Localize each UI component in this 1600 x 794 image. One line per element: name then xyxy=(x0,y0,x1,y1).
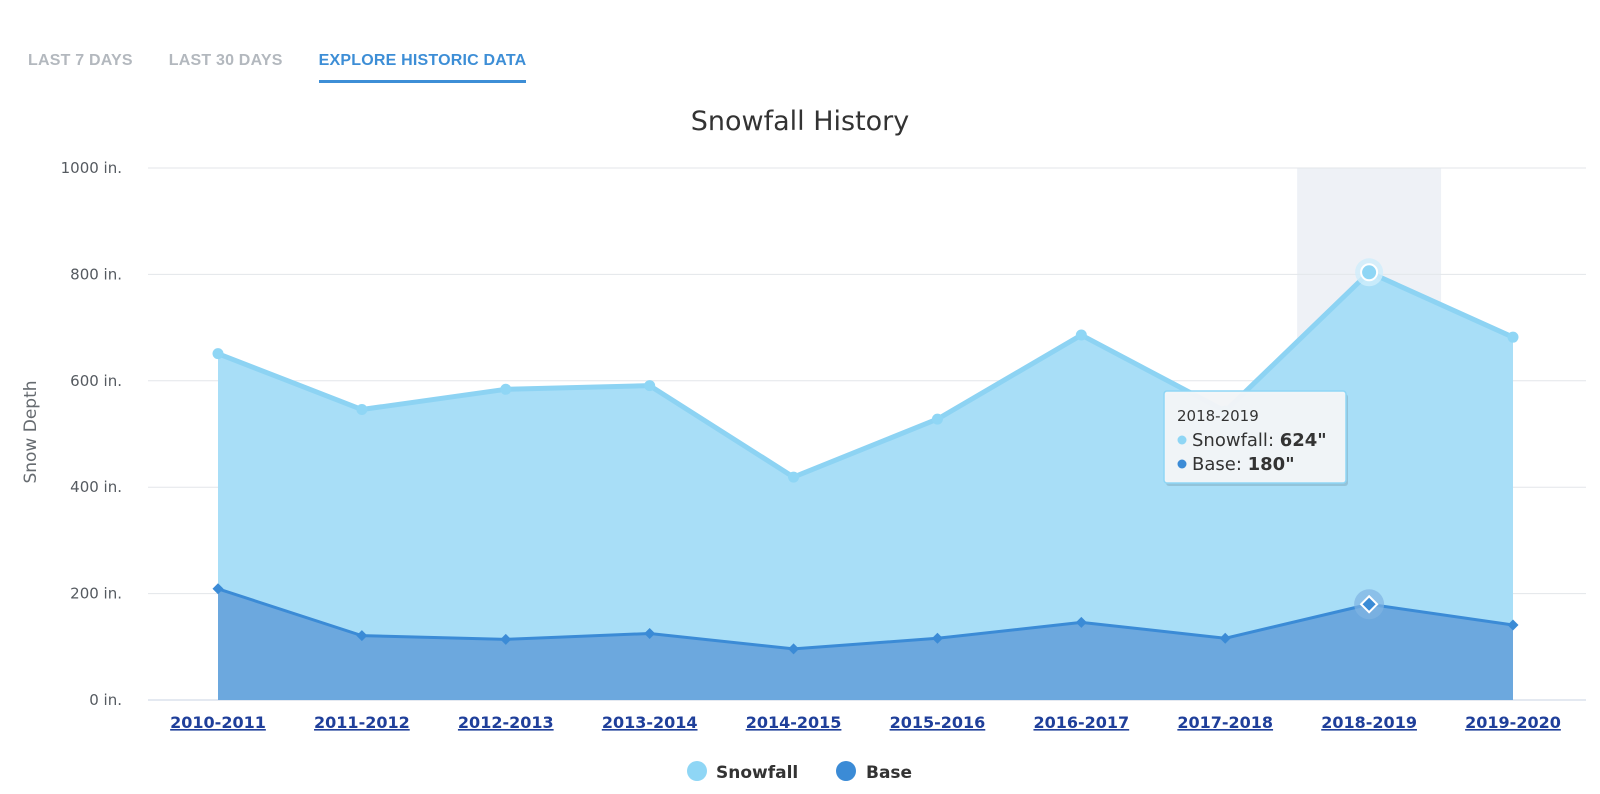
tab-last-30-days[interactable]: LAST 30 DAYS xyxy=(168,52,283,69)
tooltip-row: Base: 180" xyxy=(1192,454,1295,475)
y-tick-label: 0 in. xyxy=(89,691,122,709)
legend-item-snowfall[interactable]: Snowfall xyxy=(687,761,798,783)
tooltip-row: Snowfall: 624" xyxy=(1192,430,1327,451)
base-point[interactable] xyxy=(212,583,224,595)
x-tick-label-2015-2016[interactable]: 2015-2016 xyxy=(890,713,986,732)
snowfall-point[interactable] xyxy=(1507,331,1519,343)
tooltip-marker xyxy=(1177,459,1187,469)
tab-explore-historic-data[interactable]: EXPLORE HISTORIC DATA xyxy=(318,52,527,83)
tab-bar: LAST 7 DAYS LAST 30 DAYS EXPLORE HISTORI… xyxy=(28,52,527,83)
snowfall-point[interactable] xyxy=(212,348,224,360)
legend-marker xyxy=(836,761,856,781)
base-point[interactable] xyxy=(1507,619,1519,631)
base-point[interactable] xyxy=(1075,616,1087,628)
snowfall-point[interactable] xyxy=(1360,263,1379,282)
snowfall-point[interactable] xyxy=(500,383,512,395)
y-tick-label: 400 in. xyxy=(70,478,122,496)
x-tick-label-2016-2017[interactable]: 2016-2017 xyxy=(1033,713,1129,732)
legend-item-base[interactable]: Base xyxy=(836,761,912,783)
y-tick-label: 1000 in. xyxy=(61,159,122,177)
snowfall-area xyxy=(218,272,1513,700)
base-point[interactable] xyxy=(644,628,656,639)
base-point[interactable] xyxy=(788,643,800,655)
x-tick-label-2012-2013[interactable]: 2012-2013 xyxy=(458,713,554,732)
snowfall-point[interactable] xyxy=(356,404,368,416)
y-axis-title: Snow Depth xyxy=(21,380,41,483)
tooltip-title: 2018-2019 xyxy=(1177,407,1259,425)
x-tick-label-2013-2014[interactable]: 2013-2014 xyxy=(602,713,698,732)
legend-marker xyxy=(687,761,707,781)
tab-last-7-days[interactable]: LAST 7 DAYS xyxy=(28,52,133,69)
base-line xyxy=(217,587,1514,651)
base-point[interactable] xyxy=(356,630,368,642)
base-point[interactable] xyxy=(1359,594,1379,614)
tooltip: 2018-2019 Snowfall: 624" Base: 180" xyxy=(1163,390,1348,486)
tooltip-box xyxy=(1163,390,1347,484)
x-tick-label-2019-2020[interactable]: 2019-2020 xyxy=(1465,713,1561,732)
x-tick-label-2017-2018[interactable]: 2017-2018 xyxy=(1177,713,1273,732)
snowfall-line xyxy=(217,269,1515,480)
legend: Snowfall Base xyxy=(687,761,912,783)
chart-title: Snowfall History xyxy=(691,106,910,137)
x-tick-label-2018-2019[interactable]: 2018-2019 xyxy=(1321,713,1417,732)
base-point[interactable] xyxy=(500,633,512,645)
y-tick-label: 600 in. xyxy=(70,372,122,390)
base-point[interactable] xyxy=(1219,632,1231,644)
snowfall-point[interactable] xyxy=(1075,329,1087,341)
tooltip-marker xyxy=(1177,435,1187,445)
snowfall-point[interactable] xyxy=(931,413,943,425)
base-point[interactable] xyxy=(931,632,943,644)
legend-label: Base xyxy=(866,763,912,783)
x-tick-label-2011-2012[interactable]: 2011-2012 xyxy=(314,713,410,732)
snowfall-point[interactable] xyxy=(788,471,800,483)
snowfall-point[interactable] xyxy=(644,380,656,392)
x-tick-label-2010-2011[interactable]: 2010-2011 xyxy=(170,713,266,732)
x-tick-label-2014-2015[interactable]: 2014-2015 xyxy=(746,713,842,732)
legend-label: Snowfall xyxy=(716,763,798,783)
y-tick-label: 800 in. xyxy=(70,265,122,283)
y-tick-label: 200 in. xyxy=(70,585,122,603)
